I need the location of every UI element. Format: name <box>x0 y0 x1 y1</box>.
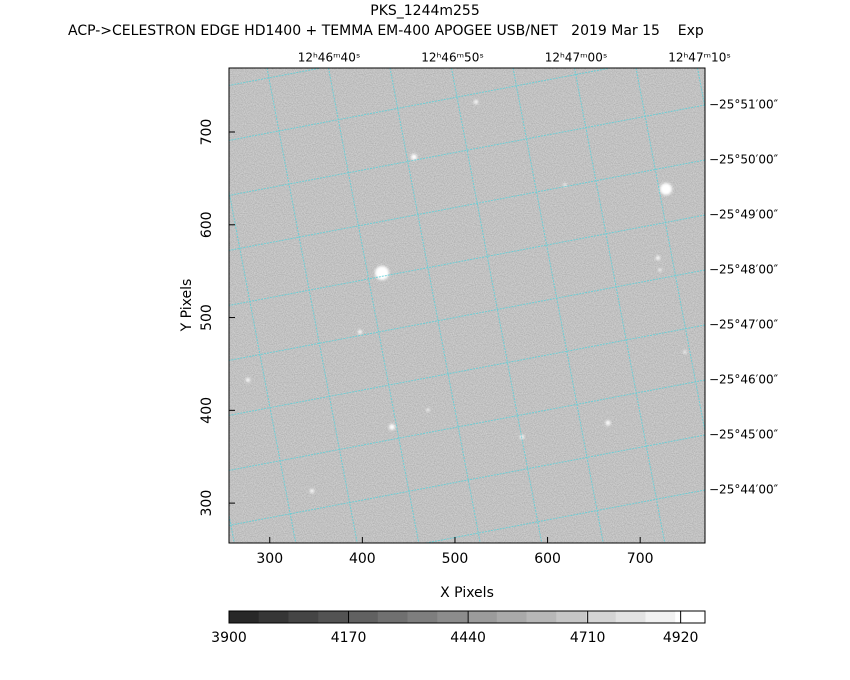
dec-grid-line <box>229 434 705 526</box>
ra-grid-line <box>512 68 604 543</box>
subtitle: ACP->CELESTRON EDGE HD1400 + TEMMA EM-40… <box>68 23 704 39</box>
dec-grid-line <box>229 269 705 361</box>
colorbar-step <box>258 611 289 623</box>
dec-grid-line <box>229 324 705 416</box>
colorbar-tick-label: 3900 <box>211 630 247 646</box>
dec-label: −25°44′00″ <box>709 483 779 497</box>
x-tick-label: 300 <box>256 551 283 567</box>
x-tick-label: 700 <box>627 551 654 567</box>
colorbar-step <box>437 611 468 623</box>
stars <box>246 100 687 493</box>
image <box>228 67 849 544</box>
coord-grid <box>229 68 849 543</box>
ra-grid-line <box>574 68 666 543</box>
dec-grid-line <box>229 159 705 251</box>
colorbar-step <box>377 611 408 623</box>
y-tick-label: 400 <box>199 397 215 424</box>
dec-grid-line <box>229 68 324 86</box>
colorbar-tick-label: 4440 <box>450 630 486 646</box>
y-tick-label: 500 <box>199 304 215 331</box>
colorbar-step <box>645 611 676 623</box>
ra-label: 12ʰ47ᵐ10ˢ <box>668 51 731 65</box>
frame <box>228 67 706 544</box>
colorbar-step <box>615 611 646 623</box>
ra-label: 12ʰ47ᵐ00ˢ <box>545 51 608 65</box>
colorbar-step <box>467 611 498 623</box>
ra-grid-line <box>759 68 849 543</box>
colorbar-tick-label: 4710 <box>570 630 606 646</box>
colorbar-step <box>318 611 349 623</box>
title: PKS_1244m255 <box>370 3 480 19</box>
ra-grid-line <box>328 68 420 543</box>
dec-label: −25°45′00″ <box>709 428 779 442</box>
dec-label: −25°51′00″ <box>709 98 779 112</box>
dec-label: −25°50′00″ <box>709 153 779 167</box>
ra-grid-line <box>635 68 705 434</box>
colorbar-tick-label: 4170 <box>331 630 367 646</box>
dec-label: −25°46′00″ <box>709 373 779 387</box>
dec-label: −25°48′00″ <box>709 263 779 277</box>
dec-grid-line <box>229 68 613 141</box>
dec-grid-line <box>229 214 705 306</box>
colorbar-step <box>229 611 260 623</box>
x-tick-label: 500 <box>442 551 469 567</box>
ra-grid-line <box>451 68 543 543</box>
x-tick-label: 400 <box>349 551 376 567</box>
colorbar-step <box>348 611 379 623</box>
colorbar-step <box>675 611 706 623</box>
colorbar-tick-label: 4920 <box>663 630 699 646</box>
colorbar-step <box>288 611 319 623</box>
dec-grid-line <box>229 379 705 471</box>
ra-grid-line <box>697 68 705 111</box>
y-tick-label: 300 <box>199 490 215 517</box>
ra-grid-line <box>229 189 297 543</box>
colorbar: 3900 4170 4440 4710 4920 <box>211 610 706 646</box>
ra-grid-line <box>389 68 481 543</box>
colorbar-step <box>496 611 527 623</box>
ra-label: 12ʰ46ᵐ40ˢ <box>298 51 361 65</box>
colorbar-step <box>556 611 587 623</box>
colorbar-step <box>526 611 557 623</box>
y-tick-label: 700 <box>199 119 215 146</box>
x-axis-label: X Pixels <box>440 585 494 601</box>
dec-grid-line <box>229 104 705 196</box>
colorbar-step <box>407 611 438 623</box>
ra-grid-line <box>266 68 358 543</box>
x-tick-label: 600 <box>534 551 561 567</box>
y-tick-label: 600 <box>199 211 215 238</box>
y-axis-label: Y Pixels <box>179 279 195 333</box>
dec-label: −25°49′00″ <box>709 208 779 222</box>
sky-image <box>229 68 705 543</box>
ra-label: 12ʰ46ᵐ50ˢ <box>421 51 484 65</box>
dec-label: −25°47′00″ <box>709 318 779 332</box>
colorbar-step <box>586 611 617 623</box>
